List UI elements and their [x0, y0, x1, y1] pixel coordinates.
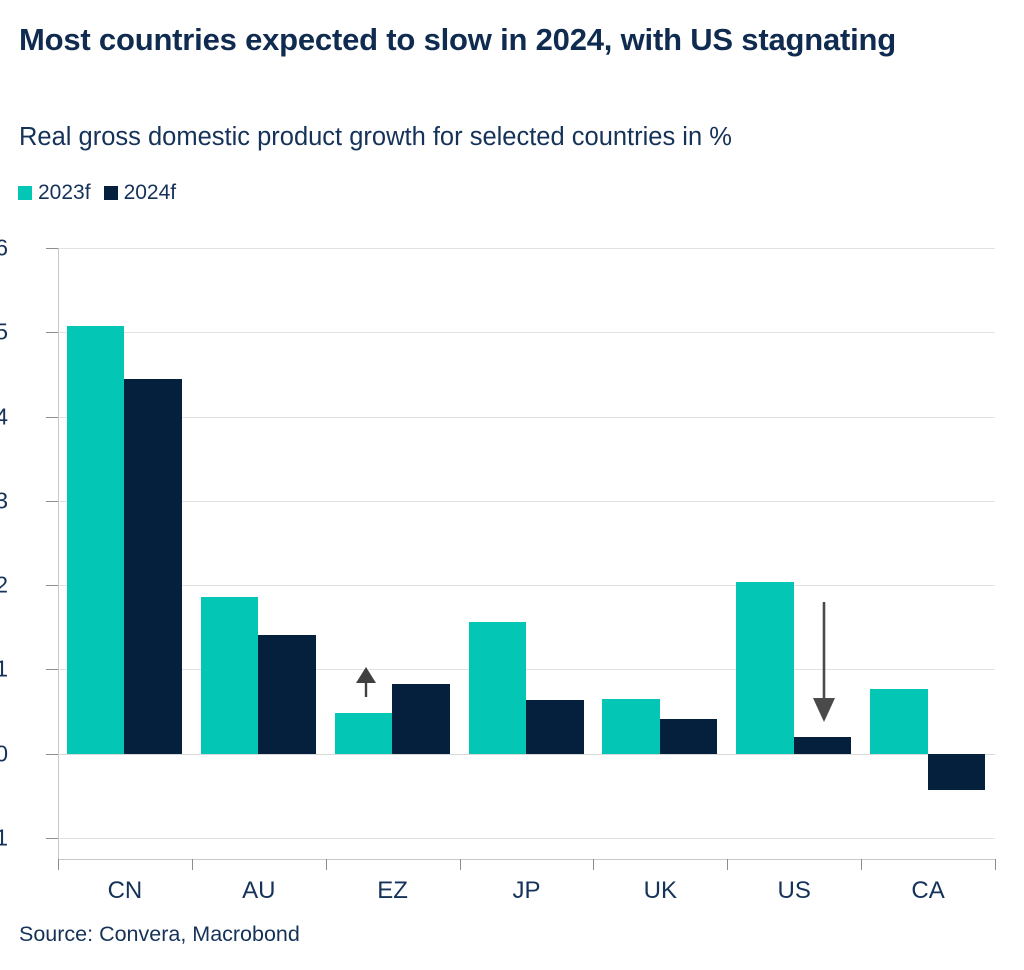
- bar-jp-2023f: [468, 622, 526, 754]
- y-tick-mark: [46, 416, 58, 418]
- x-tick-label-ez: EZ: [377, 877, 408, 904]
- y-tick-label: 3: [0, 487, 8, 514]
- bar-uk-2023f: [602, 698, 660, 754]
- y-tick-label: 1: [0, 655, 8, 682]
- bar-cn-2024f: [124, 379, 182, 754]
- bar-us-2023f: [736, 581, 794, 754]
- y-tick-mark: [46, 838, 58, 839]
- x-tick-mark: [861, 859, 863, 870]
- y-tick-mark: [46, 753, 58, 755]
- gridline: [58, 332, 995, 334]
- legend-label-2024f: 2024f: [123, 181, 177, 204]
- bar-au-2024f: [258, 634, 316, 754]
- chart-legend: 2023f 2024f: [18, 182, 176, 203]
- bar-ez-2023f: [334, 713, 393, 754]
- x-tick-mark: [459, 859, 461, 870]
- x-tick-label-jp: JP: [512, 877, 541, 904]
- x-tick-mark: [191, 859, 193, 870]
- bar-jp-2024f: [526, 699, 584, 754]
- bar-cn-2023f: [66, 325, 125, 754]
- y-tick-mark: [46, 248, 58, 249]
- legend-swatch-2024f: [103, 185, 118, 200]
- down-arrow-us-icon: [813, 602, 835, 722]
- bar-uk-2024f: [659, 719, 718, 754]
- x-tick-label-us: US: [777, 877, 811, 904]
- x-tick-mark: [593, 859, 595, 870]
- legend-item-2024f[interactable]: 2024f: [103, 181, 177, 204]
- bar-ca-2023f: [870, 688, 928, 754]
- x-tick-mark: [58, 859, 59, 870]
- gridline: [58, 838, 995, 839]
- chart-subtitle: Real gross domestic product growth for s…: [19, 123, 732, 151]
- source-note: Source: Convera, Macrobond: [19, 922, 300, 946]
- bar-au-2023f: [200, 596, 259, 754]
- y-axis-line: [58, 248, 59, 860]
- y-tick-label: 4: [0, 403, 8, 430]
- x-axis-line: [58, 859, 995, 860]
- gridline: [58, 585, 995, 587]
- x-tick-mark: [727, 859, 729, 870]
- x-tick-label-ca: CA: [911, 877, 945, 904]
- legend-swatch-2023f: [18, 185, 32, 200]
- legend-label-2023f: 2023f: [38, 181, 91, 204]
- y-tick-label: 5: [0, 318, 8, 345]
- y-tick-mark: [46, 332, 58, 334]
- bar-ez-2024f: [392, 683, 450, 754]
- y-tick-label: 0: [0, 740, 8, 767]
- y-tick-label: 6: [0, 234, 8, 261]
- x-tick-label-au: AU: [242, 877, 276, 904]
- gridline: [58, 669, 995, 671]
- gridline: [58, 753, 995, 755]
- bar-ca-2024f: [927, 753, 986, 790]
- gridline: [58, 500, 995, 502]
- chart-title: Most countries expected to slow in 2024,…: [19, 22, 897, 57]
- x-tick-mark: [325, 859, 327, 870]
- x-tick-mark: [995, 859, 996, 870]
- y-tick-mark: [46, 669, 58, 671]
- y-tick-label: 2: [0, 571, 8, 598]
- y-tick-mark: [46, 500, 58, 502]
- x-tick-label-uk: UK: [643, 877, 678, 904]
- legend-item-2023f[interactable]: 2023f: [18, 182, 91, 203]
- up-arrow-ez-icon: [356, 667, 376, 697]
- y-tick-label: -1: [0, 824, 8, 851]
- x-tick-label-cn: CN: [107, 877, 143, 904]
- gridline: [58, 416, 995, 418]
- bars-layer: [58, 248, 995, 838]
- gridline: [58, 248, 995, 249]
- bar-us-2024f: [793, 736, 852, 754]
- y-tick-mark: [46, 585, 58, 587]
